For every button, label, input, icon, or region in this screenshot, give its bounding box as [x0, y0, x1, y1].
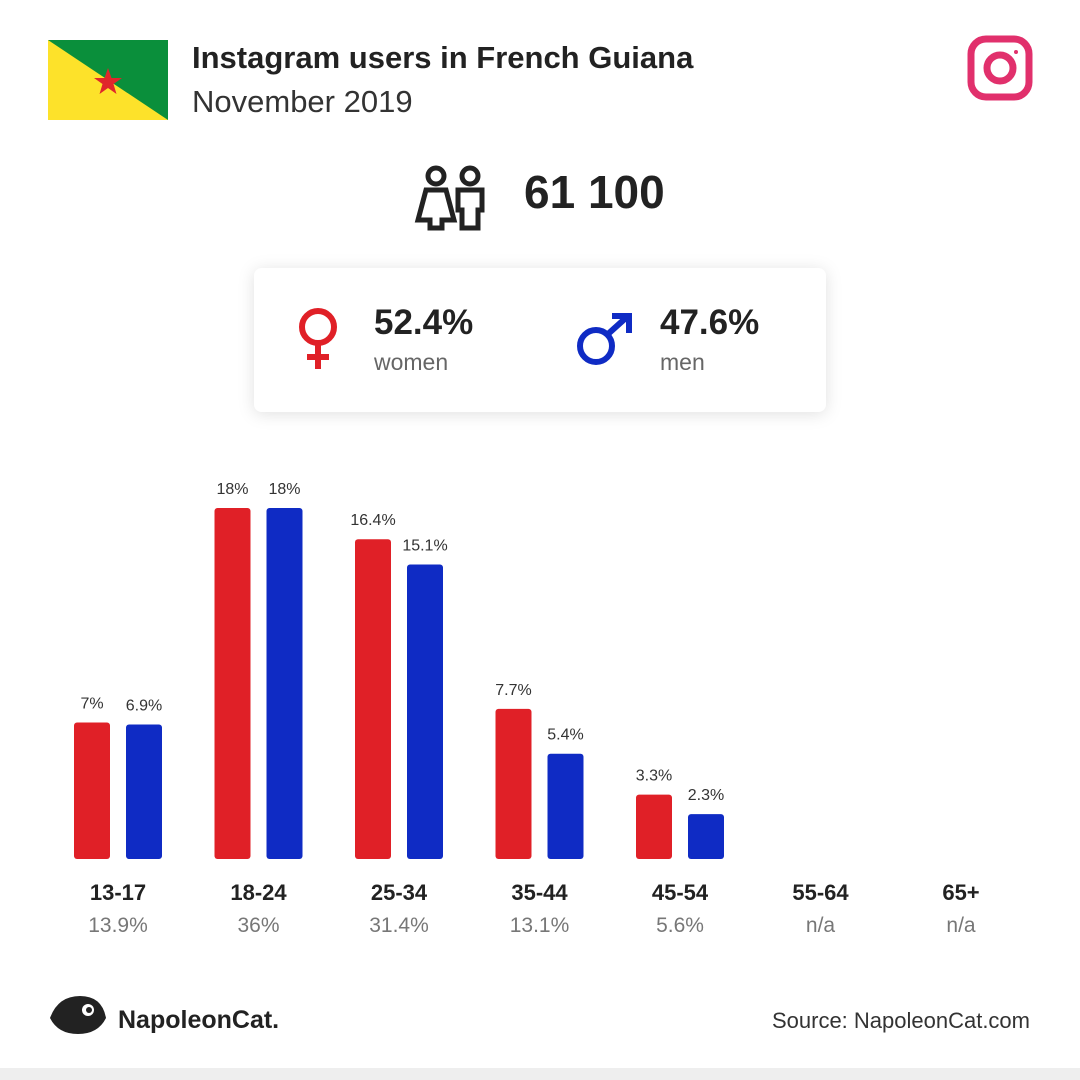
- bar: [407, 564, 443, 859]
- women-share: 52.4%: [374, 303, 473, 342]
- category-label: 45-54: [652, 880, 709, 905]
- bottom-strip: [0, 1068, 1080, 1080]
- gender-card: [254, 268, 826, 412]
- category-label: 18-24: [230, 880, 287, 905]
- category-label: 55-64: [792, 880, 849, 905]
- total-users: 61 100: [524, 166, 665, 218]
- category-total: 13.1%: [510, 914, 570, 937]
- category-total: 31.4%: [369, 914, 429, 937]
- men-share: 47.6%: [660, 303, 759, 342]
- male-icon: [577, 313, 632, 365]
- brand: NapoleonCat.: [118, 1006, 279, 1034]
- category-label: 35-44: [511, 880, 568, 905]
- bar: [547, 753, 584, 859]
- value-label: 16.4%: [350, 512, 395, 529]
- source: Source: NapoleonCat.com: [772, 1008, 1030, 1033]
- bar: [266, 508, 303, 859]
- flag: [48, 40, 168, 120]
- category-total: n/a: [946, 914, 976, 937]
- title: Instagram users in French Guiana: [192, 40, 694, 75]
- value-label: 18%: [268, 481, 300, 498]
- category-total: 5.6%: [656, 914, 704, 937]
- instagram-icon: [967, 35, 1033, 101]
- bar: [126, 724, 162, 859]
- category-total: 13.9%: [88, 914, 148, 937]
- value-label: 7%: [80, 696, 103, 713]
- value-label: 3.3%: [636, 768, 672, 785]
- bar-chart: 13-17 13.9% 7% 6.9% 18-24 36% 18% 18% 25-34 31.4%…: [74, 481, 980, 937]
- category-total: n/a: [806, 914, 836, 937]
- value-label: 15.1%: [402, 538, 447, 555]
- category-label: 65+: [942, 880, 979, 905]
- bar: [214, 508, 251, 859]
- category-label: 13-17: [90, 880, 146, 905]
- value-label: 6.9%: [126, 697, 162, 714]
- value-label: 2.3%: [688, 787, 724, 804]
- men-label: men: [660, 349, 705, 375]
- bar: [495, 708, 532, 859]
- value-label: 7.7%: [495, 682, 531, 699]
- bar: [355, 539, 391, 859]
- category-label: 25-34: [371, 880, 428, 905]
- women-label: women: [373, 349, 448, 375]
- bar: [74, 722, 110, 859]
- female-icon: [299, 308, 337, 369]
- value-label: 18%: [216, 481, 248, 498]
- subtitle: November 2019: [192, 84, 413, 119]
- users-icon: [414, 165, 485, 231]
- bar: [636, 794, 672, 859]
- napoleoncat-logo: [50, 996, 106, 1034]
- category-total: 36%: [237, 914, 279, 937]
- value-label: 5.4%: [547, 727, 583, 744]
- bar: [688, 814, 724, 859]
